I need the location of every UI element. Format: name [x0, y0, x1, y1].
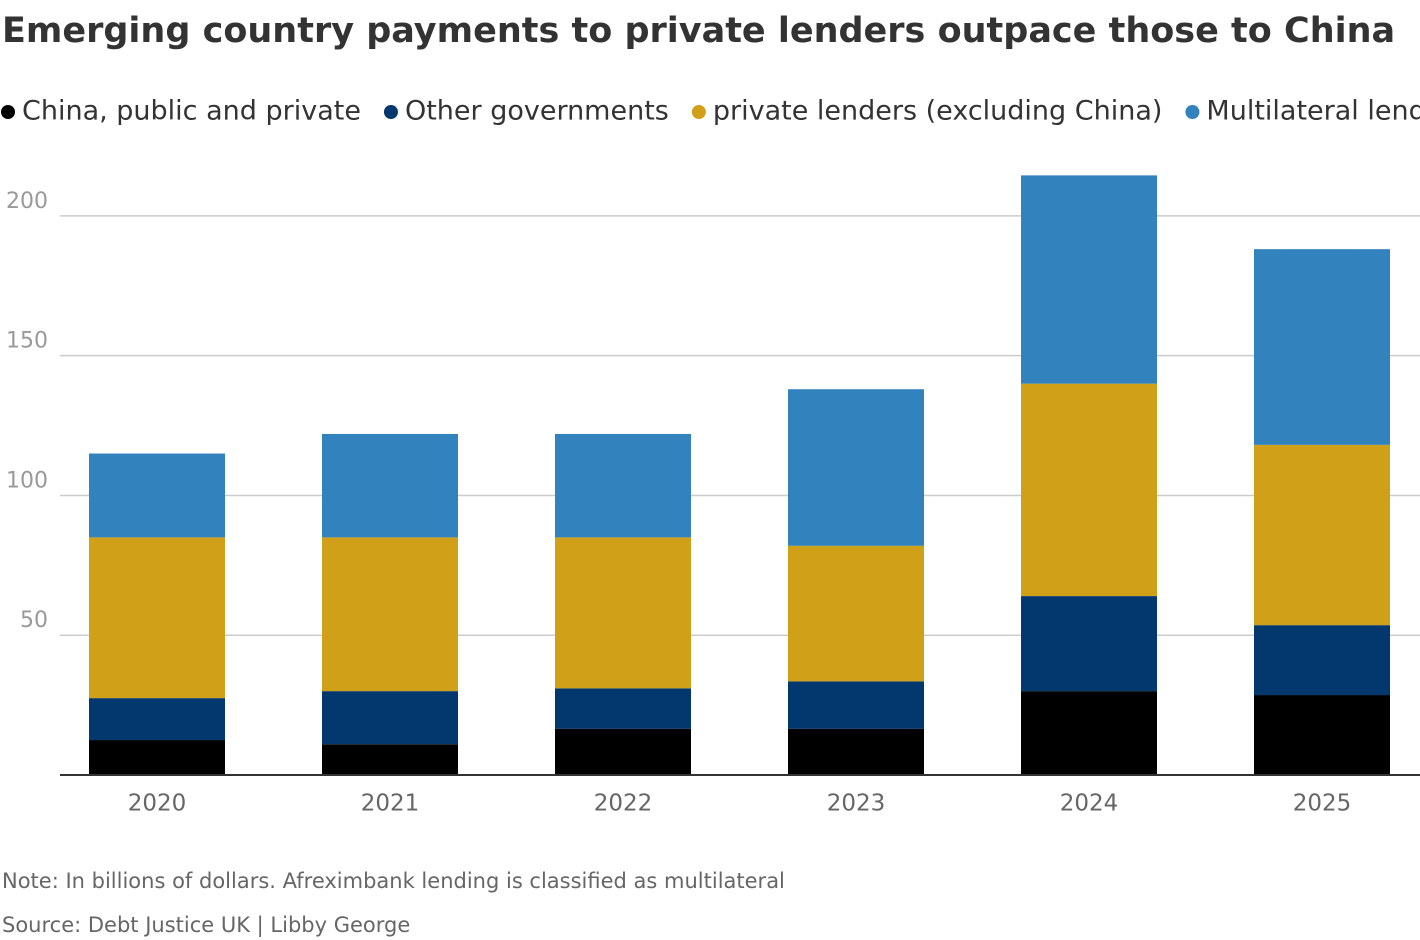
legend-label: Other governments [405, 96, 669, 127]
y-tick-label: 150 [6, 329, 48, 354]
bar-segment [322, 691, 458, 745]
legend-marker [383, 105, 398, 119]
bar-segment [89, 698, 225, 741]
chart-title: Emerging country payments to private len… [2, 11, 1395, 51]
legend-marker [1185, 105, 1200, 119]
y-tick-label: 100 [6, 468, 48, 493]
legend-label: China, public and private [22, 96, 361, 127]
bar-segment [322, 537, 458, 692]
bar-segment [1021, 596, 1157, 692]
bar-segment [555, 728, 691, 775]
bar-segment [1254, 444, 1390, 626]
bar-segment [89, 740, 225, 775]
note: Note: In billions of dollars. Afreximban… [2, 869, 785, 893]
x-tick-label: 2020 [128, 791, 187, 817]
bar-segment [322, 744, 458, 775]
x-tick-label: 2025 [1293, 791, 1352, 817]
bar-segment [555, 433, 691, 538]
bar-segment [555, 537, 691, 689]
bar-segment [555, 688, 691, 729]
bar-segment [1021, 175, 1157, 384]
bar-segment [1021, 383, 1157, 597]
x-tick-label: 2022 [594, 791, 653, 817]
bar-segment [1254, 249, 1390, 445]
source: Source: Debt Justice UK | Libby George [2, 913, 410, 938]
bar-segment [1254, 695, 1390, 775]
bar-segment [788, 389, 924, 546]
y-tick-label: 200 [6, 189, 48, 214]
bar-segment [788, 545, 924, 682]
bar-segment [89, 453, 225, 538]
bar-segment [788, 728, 924, 775]
x-tick-label: 2021 [361, 791, 420, 817]
bar-segment [89, 537, 225, 699]
bar-segment [1254, 625, 1390, 696]
x-tick-label: 2024 [1060, 791, 1119, 817]
legend-marker [691, 105, 706, 119]
legend-label: private lenders (excluding China) [713, 96, 1163, 127]
legend-label: Multilateral lenders [1206, 96, 1420, 127]
bar-segment [788, 681, 924, 729]
bar-segment [322, 433, 458, 538]
y-tick-label: 50 [20, 608, 48, 633]
x-tick-label: 2023 [827, 791, 886, 817]
legend-marker [1, 105, 15, 119]
bar-segment [1021, 691, 1157, 775]
